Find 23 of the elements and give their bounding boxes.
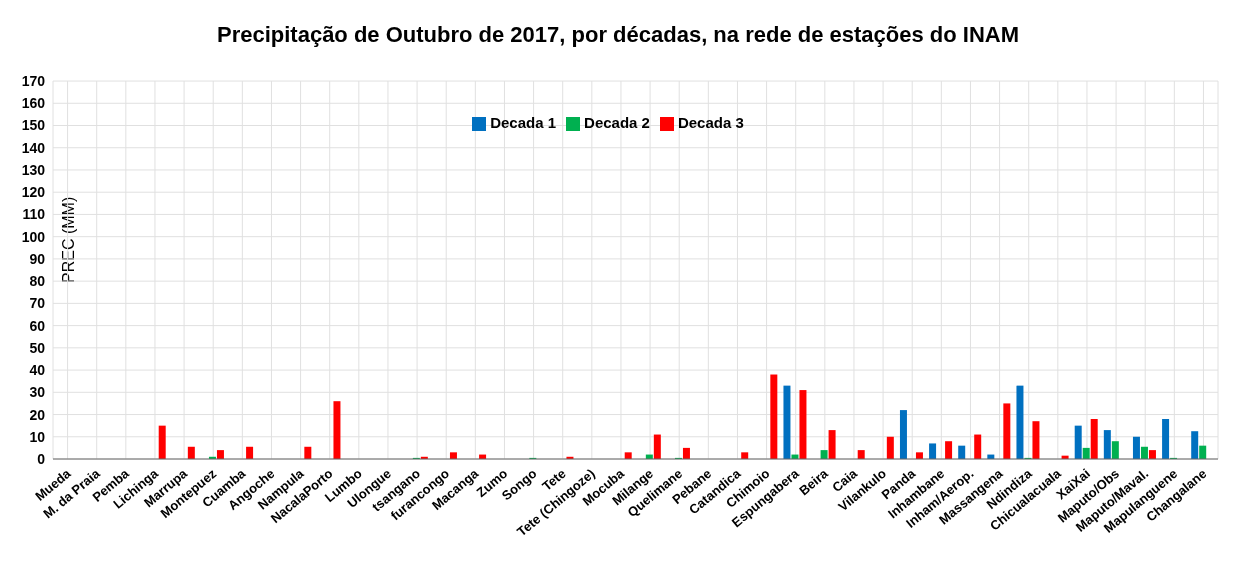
y-tick-label: 60: [29, 317, 46, 334]
y-tick-label: 90: [29, 250, 46, 267]
y-axis-title: PREC (MM): [60, 196, 77, 283]
y-tick-label: 40: [29, 362, 46, 379]
y-tick-label: 120: [21, 184, 46, 201]
y-tick-label: 160: [21, 95, 46, 112]
y-tick-label: 10: [29, 428, 46, 445]
legend-label: Decada 2: [584, 114, 650, 131]
y-tick-label: 140: [21, 139, 46, 156]
y-tick-label: 50: [29, 339, 46, 356]
y-tick-label: 30: [29, 384, 46, 401]
chart-title: Precipitação de Outubro de 2017, por décadas, na rede de estações do INAM: [215, 21, 1020, 49]
y-tick-label: 80: [29, 273, 46, 290]
legend-label: Decada 3: [677, 114, 744, 131]
y-tick-label: 110: [22, 206, 46, 223]
y-tick-label: 100: [21, 228, 46, 245]
y-tick-label: 0: [37, 450, 46, 467]
y-tick-label: 130: [21, 161, 46, 178]
y-tick-label: 70: [29, 295, 46, 312]
y-tick-label: 170: [21, 73, 46, 89]
y-tick-label: 150: [21, 117, 46, 134]
y-tick-label: 20: [29, 406, 46, 423]
legend-label: Decada 1: [490, 114, 557, 131]
